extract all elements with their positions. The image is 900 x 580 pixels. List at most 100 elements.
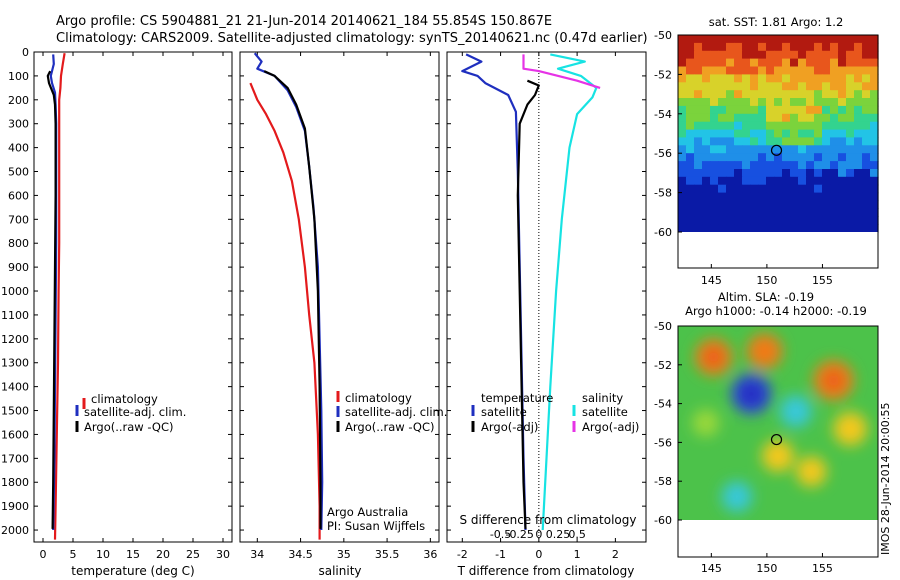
legend-climatology: climatology [91, 392, 158, 406]
sst-cell [718, 224, 727, 233]
sst-cell [830, 200, 839, 209]
sst-cell [734, 192, 743, 202]
sst-cell [838, 42, 847, 52]
sst-cell [702, 137, 711, 146]
sst-cell [718, 169, 727, 178]
sst-cell [798, 192, 807, 202]
sst-cell [710, 200, 719, 209]
sst-map-title: sat. SST: 1.81 Argo: 1.2 [709, 15, 844, 29]
sst-cell [822, 153, 831, 162]
sst-cell [678, 58, 687, 68]
sst-cell [822, 98, 831, 107]
sst-cell [782, 105, 791, 115]
sst-cell [798, 176, 807, 186]
sst-cell [838, 145, 847, 154]
sst-cell [758, 58, 767, 68]
sst-cell [830, 121, 839, 131]
sst-cell [742, 161, 751, 170]
sst-cell [822, 137, 831, 146]
sst-cell [742, 50, 751, 60]
x-tick-label: 1 [574, 548, 581, 561]
sst-cell [766, 129, 775, 139]
sst-cell [750, 129, 759, 139]
sst-cell [742, 113, 751, 123]
sst-cell [870, 169, 879, 178]
sst-cell [838, 98, 847, 107]
sst-cell [678, 176, 687, 186]
sst-cell [854, 74, 863, 83]
sst-cell [734, 58, 743, 68]
sst-cell [702, 192, 711, 202]
sst-cell [678, 50, 687, 60]
sst-cell [686, 82, 695, 91]
sst-cell [798, 105, 807, 115]
sst-cell [814, 169, 823, 178]
sst-cell [702, 42, 711, 52]
sst-cell [814, 58, 823, 68]
sst-cell [750, 216, 759, 225]
sst-cell [806, 74, 815, 83]
sst-map-frame [677, 34, 879, 269]
depth-tick-label: 2000 [1, 524, 29, 537]
sst-cell [718, 35, 727, 44]
sst-cell [686, 42, 695, 52]
sst-cell [758, 161, 767, 170]
sst-cell [718, 121, 727, 131]
sst-cell [766, 35, 775, 44]
sst-cell [782, 50, 791, 60]
sst-cell [694, 66, 703, 75]
sst-cell [742, 208, 751, 217]
sst-cell [686, 216, 695, 225]
sst-cell [702, 208, 711, 217]
sst-cell [870, 121, 879, 131]
sst-cell [782, 184, 791, 194]
sst-cell [734, 50, 743, 60]
sst-cell [846, 35, 855, 44]
sst-cell [798, 161, 807, 170]
sst-cell [814, 74, 823, 83]
sst-cell [726, 42, 735, 52]
sst-cell [686, 200, 695, 209]
depth-tick-label: 1000 [1, 285, 29, 298]
sst-cell [718, 113, 727, 123]
sst-cell [750, 82, 759, 91]
sst-cell [806, 113, 815, 123]
sst-cell [758, 208, 767, 217]
sst-cell [806, 82, 815, 91]
sst-cell [742, 169, 751, 178]
sst-cell [702, 216, 711, 225]
sst-cell [678, 224, 687, 233]
sst-cell [758, 192, 767, 202]
sst-cell [734, 105, 743, 115]
sst-cell [702, 58, 711, 68]
sst-cell [686, 208, 695, 217]
sst-cell [782, 74, 791, 83]
temperature-difference-ticks: -2 -1 0 1 2 [457, 52, 619, 561]
sst-cell [710, 50, 719, 60]
sla-map-frame [677, 325, 879, 558]
sst-cell [806, 137, 815, 146]
sst-cell [862, 208, 871, 217]
sst-cell [758, 113, 767, 123]
sst-cell [790, 153, 799, 162]
sst-cell [798, 184, 807, 194]
sst-cell [782, 42, 791, 52]
sst-cell [742, 35, 751, 44]
sst-cell [814, 216, 823, 225]
sst-cell [750, 153, 759, 162]
sst-cell [790, 66, 799, 75]
sst-cell [750, 176, 759, 186]
depth-tick-label: 1200 [1, 333, 29, 346]
header-line-1: Argo profile: CS 5904881_21 21-Jun-2014 … [56, 14, 552, 29]
sst-cell [766, 74, 775, 83]
salinity-series [249, 52, 324, 540]
sst-cell [814, 82, 823, 91]
sst-cell [766, 184, 775, 194]
depth-ticks: 0 100 200 300 400 500 600 700 800 900 1000 1100 1200… [1, 46, 232, 537]
sst-cell [750, 113, 759, 123]
sst-cell [790, 137, 799, 146]
x-tick-label: 20 [156, 548, 170, 561]
salinity-axis-label: salinity [318, 564, 361, 578]
sst-cell [870, 90, 879, 99]
sst-cell [710, 74, 719, 83]
